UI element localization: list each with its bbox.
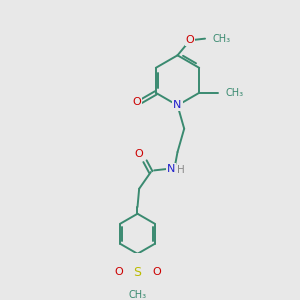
Text: CH₃: CH₃ <box>225 88 243 98</box>
Text: O: O <box>186 35 194 45</box>
Text: O: O <box>132 97 141 107</box>
Text: S: S <box>134 266 142 279</box>
Text: O: O <box>135 149 143 159</box>
Text: N: N <box>167 164 175 174</box>
Text: N: N <box>173 100 182 110</box>
Text: H: H <box>177 165 184 176</box>
Text: O: O <box>152 267 161 277</box>
Text: CH₃: CH₃ <box>212 34 231 44</box>
Text: O: O <box>114 267 123 277</box>
Text: CH₃: CH₃ <box>128 290 147 300</box>
